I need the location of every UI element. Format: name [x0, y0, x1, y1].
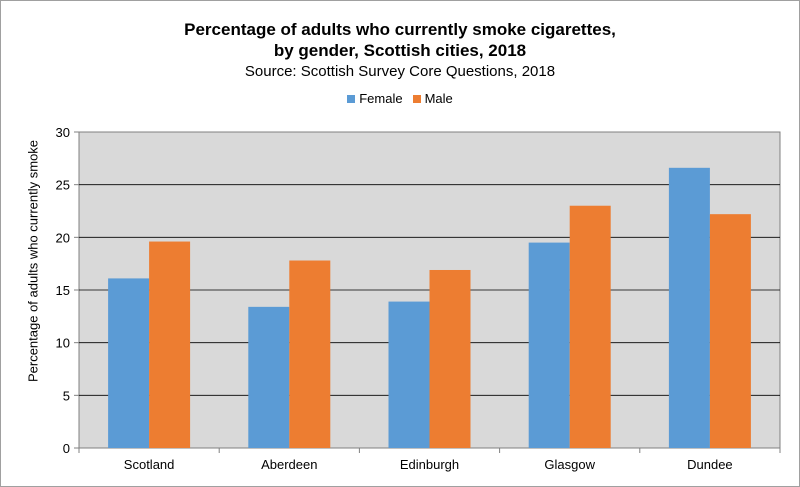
chart-title-line-1: Percentage of adults who currently smoke…	[184, 20, 616, 39]
bar-male-scotland	[149, 241, 191, 448]
legend-swatch-male	[412, 94, 421, 103]
bar-male-dundee	[709, 214, 751, 448]
x-tick-label: Edinburgh	[400, 457, 459, 472]
bar-male-aberdeen	[289, 260, 331, 448]
y-tick-label: 30	[56, 125, 70, 140]
x-tick-label: Aberdeen	[261, 457, 317, 472]
legend-swatch-female	[347, 94, 356, 103]
y-tick-label: 5	[63, 388, 70, 403]
bar-female-dundee	[668, 167, 710, 448]
bar-female-aberdeen	[248, 306, 290, 448]
y-tick-label: 15	[56, 283, 70, 298]
legend-item-male: Male	[412, 91, 453, 106]
y-tick-label: 10	[56, 336, 70, 351]
bar-female-scotland	[108, 278, 150, 448]
bar-male-glasgow	[569, 205, 611, 448]
y-tick-label: 25	[56, 178, 70, 193]
bar-female-edinburgh	[388, 301, 430, 448]
x-tick-label: Scotland	[124, 457, 175, 472]
legend-item-female: Female	[347, 91, 403, 106]
y-tick-label: 0	[63, 441, 70, 456]
x-tick-label: Dundee	[687, 457, 733, 472]
legend-label-male: Male	[424, 91, 453, 106]
legend: Female Male	[1, 91, 799, 106]
bar-male-edinburgh	[429, 269, 471, 448]
chart-subtitle: Source: Scottish Survey Core Questions, …	[244, 63, 556, 80]
y-tick-label: 20	[56, 230, 70, 245]
bar-female-glasgow	[528, 242, 570, 448]
chart-title-line-2: by gender, Scottish cities, 2018	[273, 41, 527, 60]
x-tick-label: Glasgow	[544, 457, 595, 472]
legend-label-female: Female	[359, 91, 403, 106]
